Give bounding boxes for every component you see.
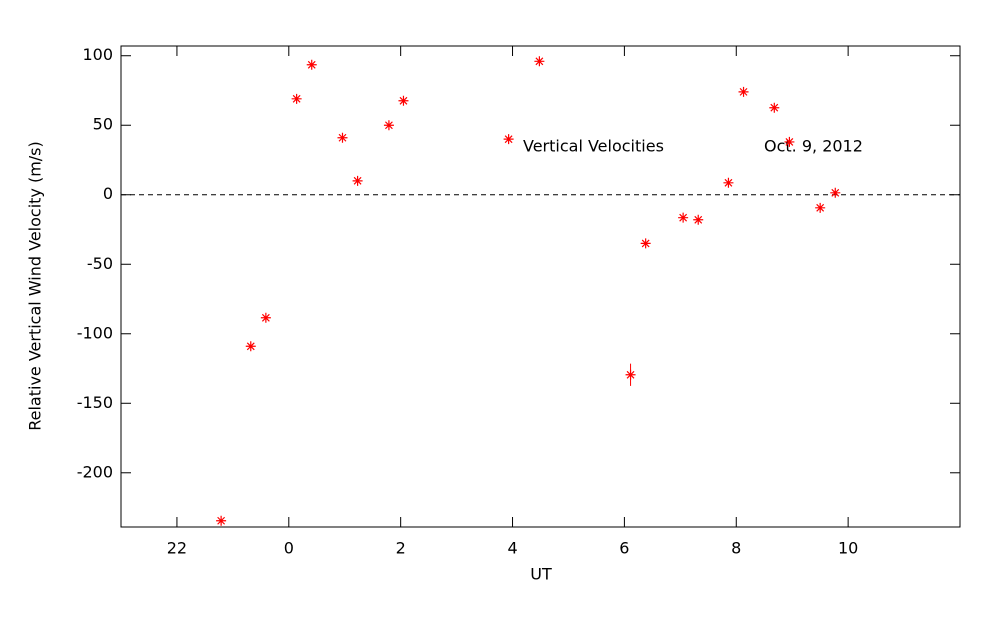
- marker: [291, 93, 302, 104]
- marker: [534, 56, 545, 67]
- marker: [678, 212, 689, 223]
- y-tick-label: 50: [93, 115, 113, 134]
- marker: [398, 95, 409, 106]
- x-tick-label: 6: [619, 539, 629, 558]
- y-tick-label: -150: [77, 393, 113, 412]
- marker: [784, 136, 795, 147]
- x-tick-label: 10: [838, 539, 858, 558]
- x-tick-label: 2: [396, 539, 406, 558]
- marker: [306, 59, 317, 70]
- plot-frame: [120, 45, 961, 528]
- y-tick-label: -100: [77, 323, 113, 342]
- y-tick-label: 0: [103, 184, 113, 203]
- x-tick-label: 22: [167, 539, 187, 558]
- marker: [245, 341, 256, 352]
- marker: [769, 102, 780, 113]
- x-tick-label: 4: [507, 539, 517, 558]
- x-tick-label: 8: [731, 539, 741, 558]
- marker: [738, 86, 749, 97]
- x-axis-label: UT: [530, 565, 552, 584]
- annotation: Oct. 9, 2012: [764, 137, 863, 156]
- marker: [723, 177, 734, 188]
- marker: [640, 238, 651, 249]
- marker: [693, 214, 704, 225]
- marker: [625, 369, 636, 380]
- marker: [337, 132, 348, 143]
- x-tick-label: 0: [284, 539, 294, 558]
- y-tick-label: 100: [82, 45, 113, 64]
- marker: [216, 515, 227, 526]
- marker: [383, 120, 394, 131]
- marker: [260, 312, 271, 323]
- marker: [503, 134, 514, 145]
- marker: [815, 202, 826, 213]
- y-axis-label: Relative Vertical Wind Velocity (m/s): [26, 141, 45, 431]
- annotation: Vertical Velocities: [523, 137, 664, 156]
- y-tick-label: -50: [87, 254, 113, 273]
- marker: [352, 175, 363, 186]
- marker: [830, 187, 841, 198]
- y-tick-label: -200: [77, 462, 113, 481]
